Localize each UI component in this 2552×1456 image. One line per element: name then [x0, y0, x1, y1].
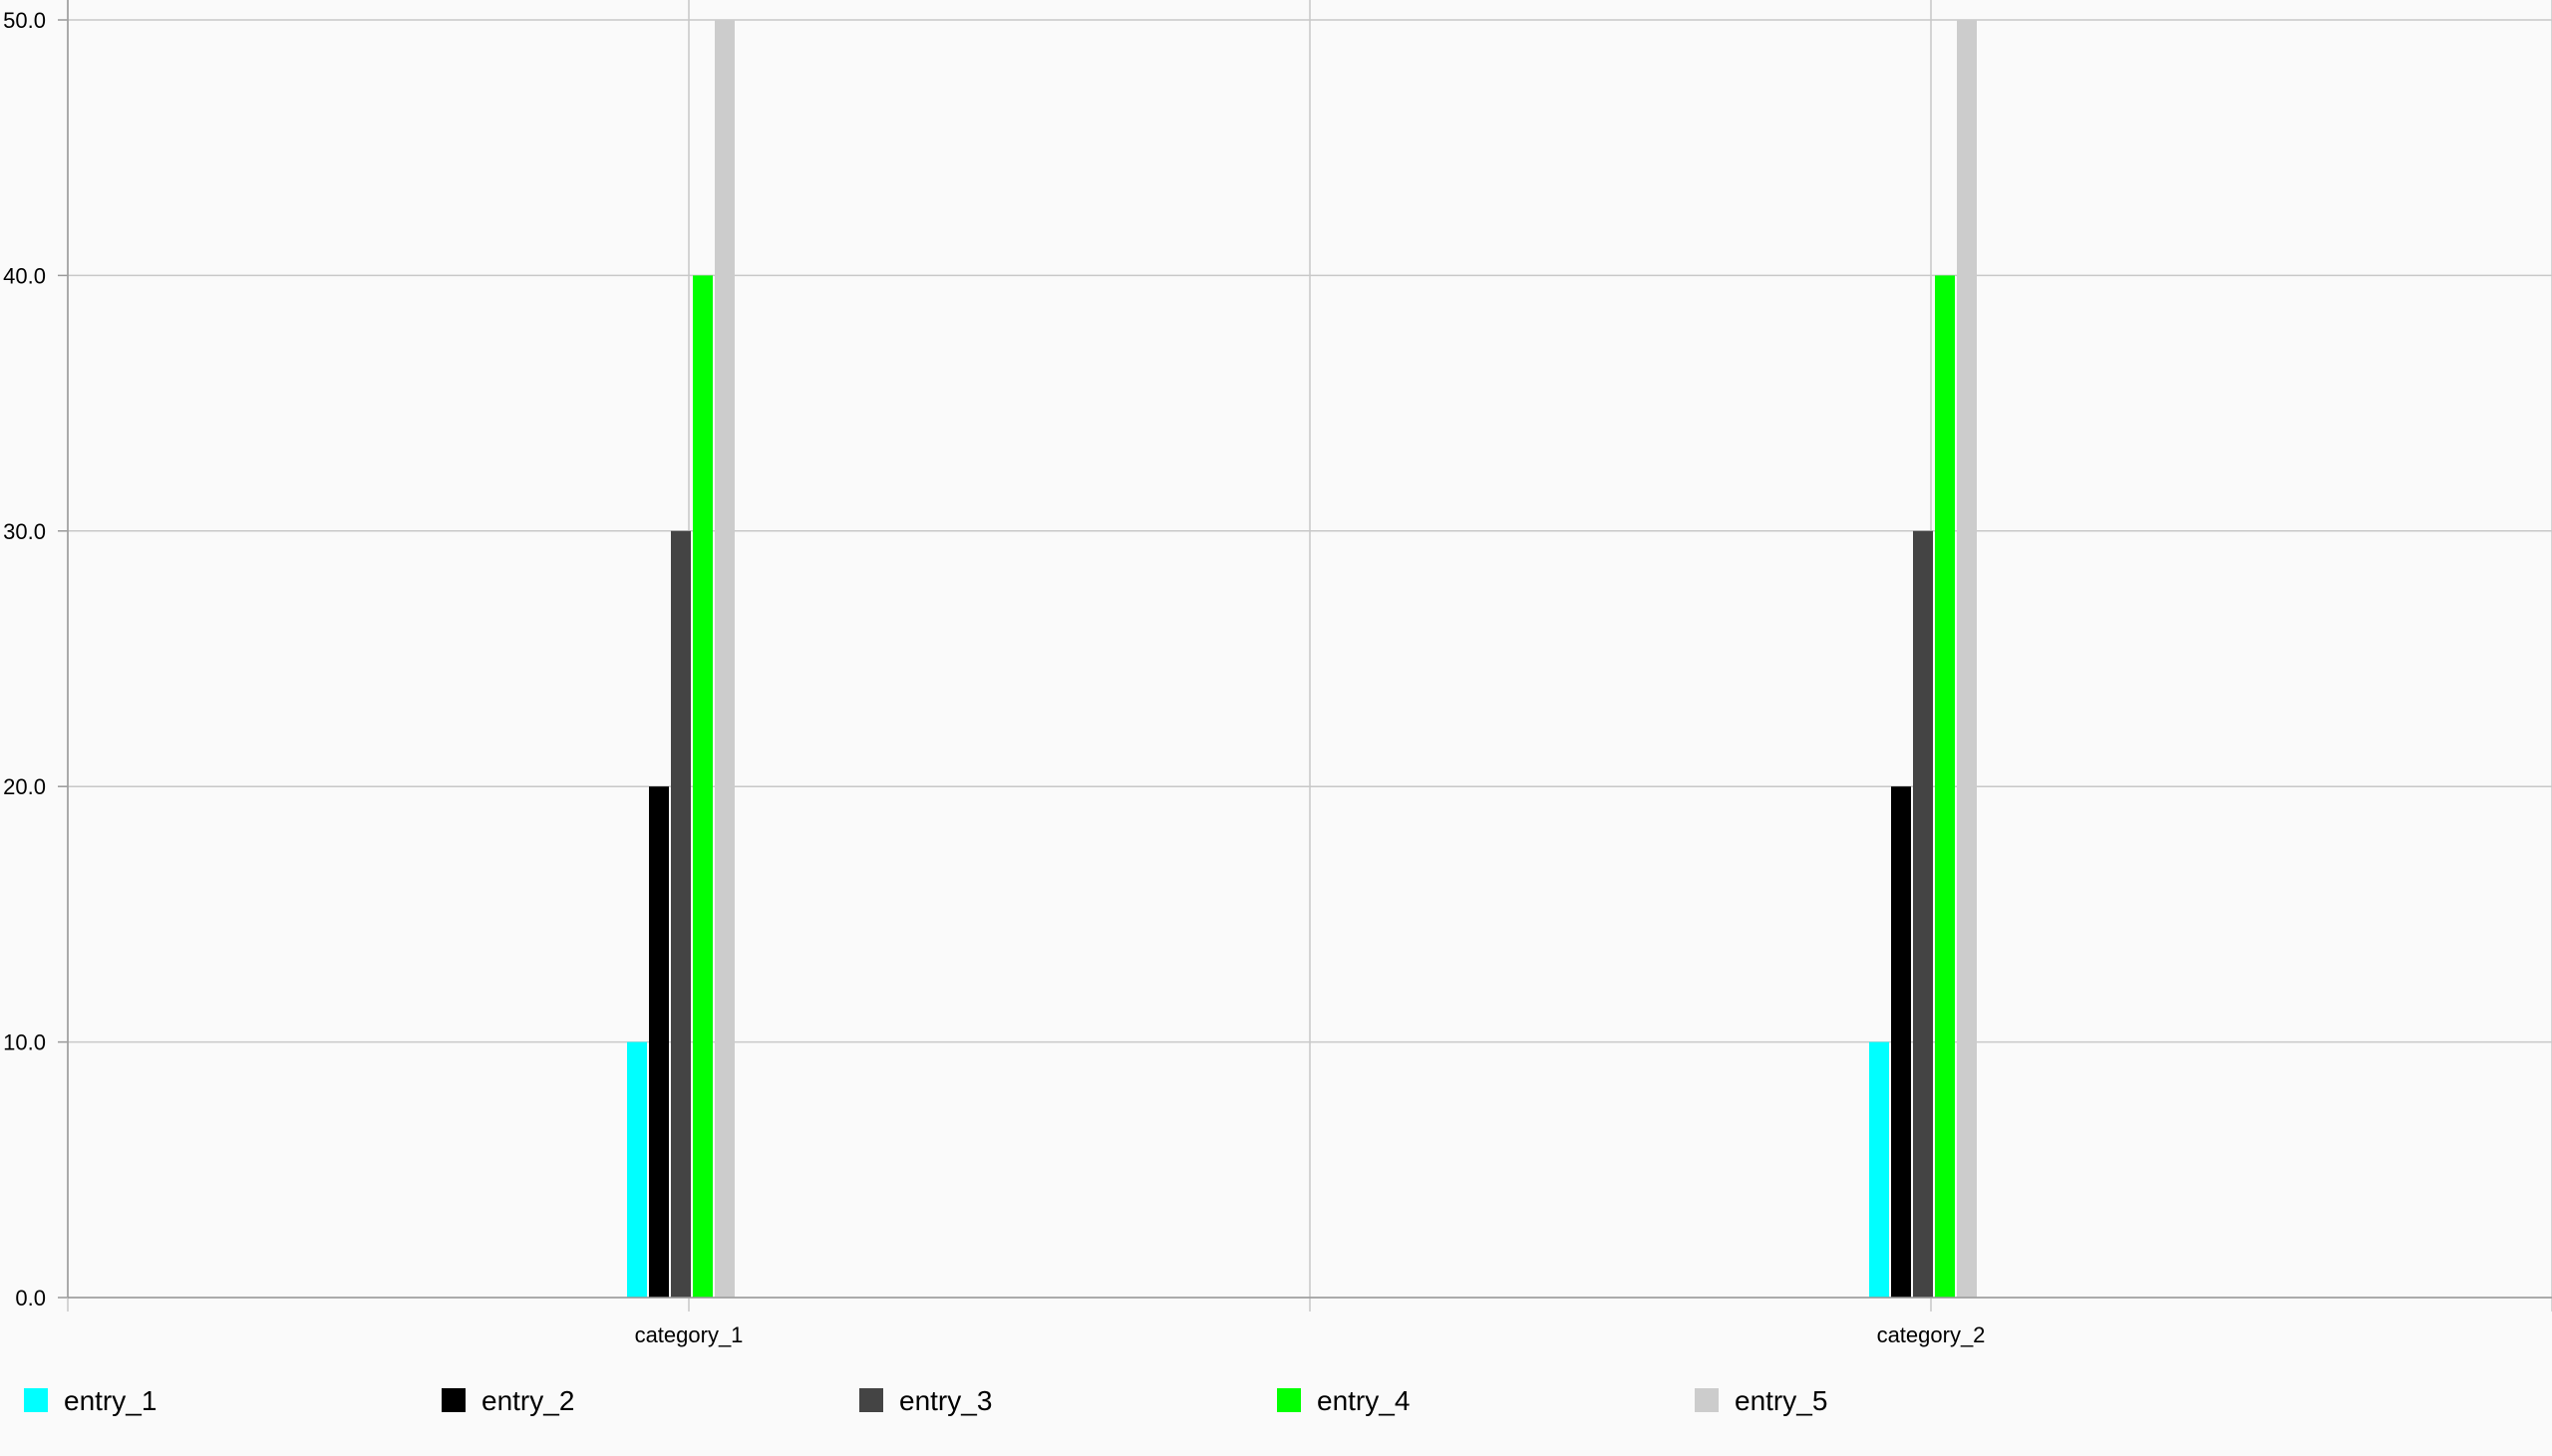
legend-swatch-entry_2	[442, 1388, 466, 1412]
bar-entry_2-category_2	[1891, 786, 1911, 1298]
legend-label-entry_4: entry_4	[1317, 1385, 1410, 1416]
legend-label-entry_5: entry_5	[1735, 1385, 1827, 1416]
legend-swatch-entry_5	[1695, 1388, 1719, 1412]
x-tick-label: category_1	[635, 1322, 744, 1347]
bar-entry_4-category_2	[1935, 275, 1955, 1298]
y-tick-label: 10.0	[3, 1030, 46, 1055]
legend-swatch-entry_3	[859, 1388, 883, 1412]
x-tick-label: category_2	[1877, 1322, 1986, 1347]
legend-label-entry_3: entry_3	[899, 1385, 992, 1416]
legend-swatch-entry_1	[24, 1388, 48, 1412]
bar-entry_5-category_1	[715, 20, 735, 1298]
y-tick-label: 30.0	[3, 519, 46, 544]
bar-entry_5-category_2	[1957, 20, 1977, 1298]
legend-label-entry_2: entry_2	[481, 1385, 574, 1416]
bar-entry_1-category_2	[1869, 1041, 1889, 1298]
y-tick-label: 20.0	[3, 774, 46, 799]
bar-entry_3-category_2	[1913, 530, 1933, 1298]
y-tick-label: 0.0	[15, 1286, 46, 1310]
y-tick-label: 40.0	[3, 263, 46, 288]
y-tick-label: 50.0	[3, 8, 46, 33]
bar-entry_4-category_1	[693, 275, 713, 1298]
legend-swatch-entry_4	[1277, 1388, 1301, 1412]
bar-entry_3-category_1	[671, 530, 691, 1298]
bar-entry_1-category_1	[627, 1041, 647, 1298]
bar-entry_2-category_1	[649, 786, 669, 1298]
legend-label-entry_1: entry_1	[64, 1385, 157, 1416]
